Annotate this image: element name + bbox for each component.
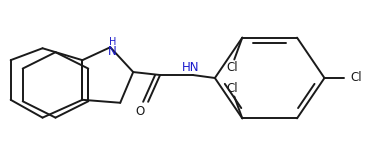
- Text: N: N: [108, 45, 117, 58]
- Text: Cl: Cl: [227, 61, 238, 74]
- Text: O: O: [135, 105, 145, 118]
- Text: H: H: [108, 37, 116, 47]
- Text: Cl: Cl: [350, 71, 362, 84]
- Text: HN: HN: [182, 61, 200, 74]
- Text: Cl: Cl: [227, 82, 238, 95]
